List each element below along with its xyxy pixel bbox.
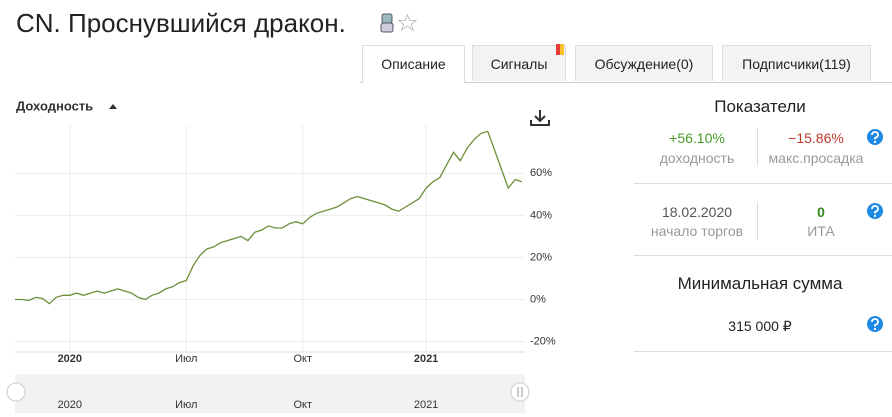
stat-label: макс.просадка	[768, 150, 864, 166]
tab[interactable]: Подписчики(119)	[722, 45, 871, 81]
navigator-label: Июл	[175, 399, 197, 411]
stat-value: −15.86%	[788, 130, 844, 146]
tab-flag	[556, 44, 564, 55]
help-icon[interactable]	[867, 316, 883, 332]
stat-label: доходность	[659, 150, 735, 166]
y-tick-label: 40%	[530, 209, 552, 221]
separator	[757, 128, 758, 166]
navigator-label: 2020	[58, 399, 82, 411]
x-tick-label: 2021	[414, 353, 438, 365]
min-sum-title: Минимальная сумма	[677, 274, 843, 293]
tab[interactable]: Обсуждение(0)	[575, 45, 713, 81]
stats-title: Показатели	[714, 97, 806, 116]
page-title: CN. Проснувшийся дракон.	[16, 8, 346, 38]
y-tick-label: 0%	[530, 293, 546, 305]
min-sum: 315 000 ₽	[728, 318, 792, 334]
handle-grip	[517, 387, 523, 397]
chart-title[interactable]: Доходность	[16, 98, 93, 113]
navigator-label: 2021	[414, 399, 438, 411]
x-tick-label: 2020	[58, 353, 82, 365]
stat-value: 0	[817, 204, 825, 220]
help-icon[interactable]	[867, 129, 883, 145]
x-tick-label: Окт	[293, 353, 312, 365]
navigator[interactable]	[15, 374, 525, 413]
tab[interactable]: Описание	[362, 45, 465, 83]
y-tick-label: 20%	[530, 251, 552, 263]
separator	[757, 202, 758, 240]
help-icons[interactable]	[866, 128, 886, 338]
y-tick-label: 60%	[530, 167, 552, 179]
stat-value: 18.02.2020	[661, 204, 733, 220]
help-icon[interactable]	[867, 203, 883, 219]
sort-arrow	[109, 104, 117, 109]
stat-value: +56.10%	[669, 130, 725, 146]
stat-label: ИТА	[807, 223, 835, 239]
title-icons	[380, 13, 418, 33]
y-tick-label: -20%	[530, 335, 556, 347]
navigator-handle[interactable]	[6, 382, 26, 402]
navigator-label: Окт	[293, 399, 312, 411]
tab[interactable]: Сигналы	[472, 45, 566, 81]
navigator-handle[interactable]	[510, 382, 530, 402]
divider	[634, 183, 892, 184]
tab-line	[360, 82, 892, 83]
x-tick-label: Июл	[175, 353, 197, 365]
divider	[634, 255, 892, 256]
divider	[634, 351, 892, 352]
stat-label: начало торгов	[650, 223, 744, 239]
chart: Доходность -20% 0% 20% 40% 60% 2020 2020 Июл Июл…	[6, 98, 556, 413]
download-icon[interactable]	[530, 110, 550, 126]
line-series	[15, 130, 523, 305]
